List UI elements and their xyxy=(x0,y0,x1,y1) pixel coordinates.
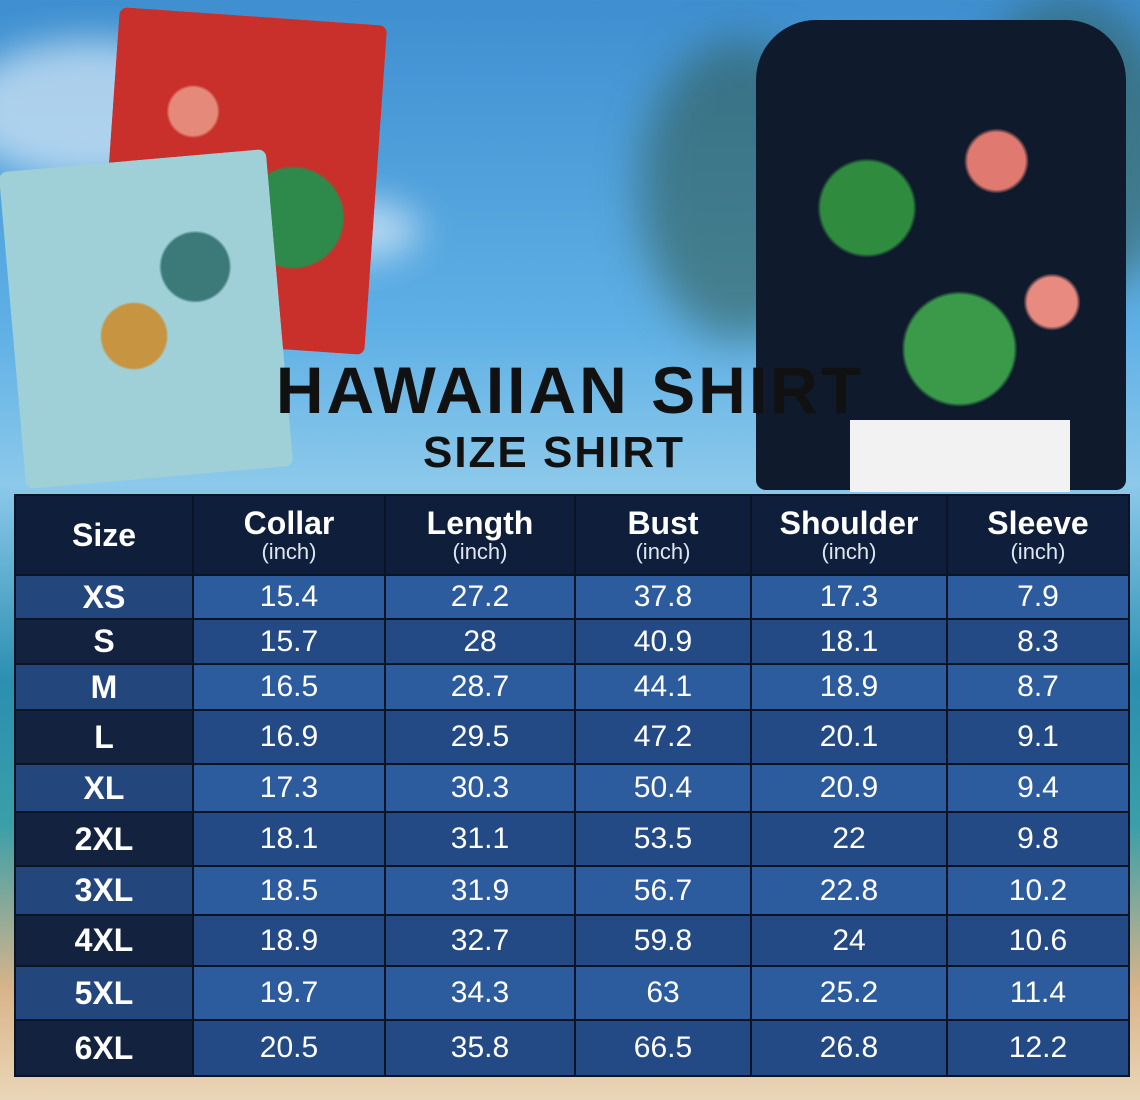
table-cell: 9.4 xyxy=(946,763,1130,813)
table-cell: 8.3 xyxy=(946,618,1130,665)
table-cell: 18.1 xyxy=(750,618,948,665)
table-cell: 22.8 xyxy=(750,865,948,916)
table-row: 6XL 20.5 35.8 66.5 26.8 12.2 xyxy=(14,1019,1130,1077)
table-cell: 9.1 xyxy=(946,709,1130,765)
table-cell: 22 xyxy=(750,811,948,867)
table-cell: 12.2 xyxy=(946,1019,1130,1077)
table-cell: 7.9 xyxy=(946,574,1130,620)
table-cell: 26.8 xyxy=(750,1019,948,1077)
column-header-label: Sleeve xyxy=(987,505,1089,541)
column-header-unit: (inch) xyxy=(635,539,691,564)
table-cell: 34.3 xyxy=(384,965,576,1021)
table-cell: 20.1 xyxy=(750,709,948,765)
table-cell: 15.7 xyxy=(192,618,386,665)
size-label: XS xyxy=(14,574,194,620)
table-cell: 50.4 xyxy=(574,763,752,813)
table-cell: 56.7 xyxy=(574,865,752,916)
column-header-size: Size xyxy=(14,494,194,576)
column-header-label: Shoulder xyxy=(779,505,919,541)
column-header-shoulder: Shoulder (inch) xyxy=(750,494,948,576)
table-row: 4XL 18.9 32.7 59.8 24 10.6 xyxy=(14,914,1130,967)
column-header-bust: Bust (inch) xyxy=(574,494,752,576)
column-header-unit: (inch) xyxy=(452,539,508,564)
column-header-collar: Collar (inch) xyxy=(192,494,386,576)
table-cell: 19.7 xyxy=(192,965,386,1021)
column-header-label: Length xyxy=(426,505,534,541)
table-cell: 29.5 xyxy=(384,709,576,765)
table-row: L 16.9 29.5 47.2 20.1 9.1 xyxy=(14,709,1130,765)
size-label: S xyxy=(14,618,194,665)
column-header-unit: (inch) xyxy=(1010,539,1066,564)
page-subtitle: SIZE SHIRT xyxy=(422,428,686,477)
table-cell: 35.8 xyxy=(384,1019,576,1077)
table-cell: 18.1 xyxy=(192,811,386,867)
table-cell: 40.9 xyxy=(574,618,752,665)
table-cell: 16.9 xyxy=(192,709,386,765)
table-cell: 31.1 xyxy=(384,811,576,867)
size-label: 5XL xyxy=(14,965,194,1021)
table-cell: 47.2 xyxy=(574,709,752,765)
table-cell: 66.5 xyxy=(574,1019,752,1077)
table-row: S 15.7 28 40.9 18.1 8.3 xyxy=(14,618,1130,665)
table-cell: 17.3 xyxy=(192,763,386,813)
table-cell: 9.8 xyxy=(946,811,1130,867)
table-cell: 18.9 xyxy=(750,663,948,711)
size-label: 6XL xyxy=(14,1019,194,1077)
table-cell: 20.5 xyxy=(192,1019,386,1077)
table-cell: 16.5 xyxy=(192,663,386,711)
column-header-sleeve: Sleeve (inch) xyxy=(946,494,1130,576)
model-flamingo-shirt-image xyxy=(756,20,1126,490)
column-header-length: Length (inch) xyxy=(384,494,576,576)
column-header-label: Bust xyxy=(627,505,699,541)
size-label: XL xyxy=(14,763,194,813)
table-cell: 63 xyxy=(574,965,752,1021)
table-cell: 15.4 xyxy=(192,574,386,620)
table-cell: 25.2 xyxy=(750,965,948,1021)
table-cell: 17.3 xyxy=(750,574,948,620)
table-cell: 30.3 xyxy=(384,763,576,813)
table-row: 3XL 18.5 31.9 56.7 22.8 10.2 xyxy=(14,865,1130,916)
table-cell: 27.2 xyxy=(384,574,576,620)
table-cell: 32.7 xyxy=(384,914,576,967)
table-row: 2XL 18.1 31.1 53.5 22 9.8 xyxy=(14,811,1130,867)
table-cell: 18.9 xyxy=(192,914,386,967)
table-cell: 20.9 xyxy=(750,763,948,813)
table-cell: 28.7 xyxy=(384,663,576,711)
table-cell: 10.6 xyxy=(946,914,1130,967)
size-label: 3XL xyxy=(14,865,194,916)
table-cell: 28 xyxy=(384,618,576,665)
table-header-row: Size Collar (inch) Length (inch) Bust (inch) Sh… xyxy=(14,494,1130,576)
table-row: M 16.5 28.7 44.1 18.9 8.7 xyxy=(14,663,1130,711)
table-cell: 53.5 xyxy=(574,811,752,867)
table-row: 5XL 19.7 34.3 63 25.2 11.4 xyxy=(14,965,1130,1021)
table-cell: 44.1 xyxy=(574,663,752,711)
table-cell: 59.8 xyxy=(574,914,752,967)
table-cell: 24 xyxy=(750,914,948,967)
page-title: HAWAIIAN SHIRT xyxy=(275,353,865,427)
size-label: 4XL xyxy=(14,914,194,967)
size-label: M xyxy=(14,663,194,711)
size-label: L xyxy=(14,709,194,765)
size-chart-table: Size Collar (inch) Length (inch) Bust (inch) Sh… xyxy=(14,494,1130,1077)
table-row: XL 17.3 30.3 50.4 20.9 9.4 xyxy=(14,763,1130,813)
column-header-label: Size xyxy=(71,517,137,553)
column-header-label: Collar xyxy=(243,505,335,541)
table-cell: 18.5 xyxy=(192,865,386,916)
table-row: XS 15.4 27.2 37.8 17.3 7.9 xyxy=(14,574,1130,620)
model-pants xyxy=(850,420,1070,492)
table-cell: 8.7 xyxy=(946,663,1130,711)
table-cell: 11.4 xyxy=(946,965,1130,1021)
column-header-unit: (inch) xyxy=(821,539,877,564)
column-header-unit: (inch) xyxy=(261,539,317,564)
table-cell: 37.8 xyxy=(574,574,752,620)
table-cell: 31.9 xyxy=(384,865,576,916)
size-label: 2XL xyxy=(14,811,194,867)
table-cell: 10.2 xyxy=(946,865,1130,916)
